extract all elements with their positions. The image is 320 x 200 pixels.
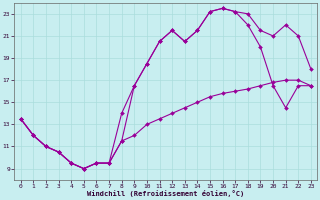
X-axis label: Windchill (Refroidissement éolien,°C): Windchill (Refroidissement éolien,°C) [87, 190, 244, 197]
